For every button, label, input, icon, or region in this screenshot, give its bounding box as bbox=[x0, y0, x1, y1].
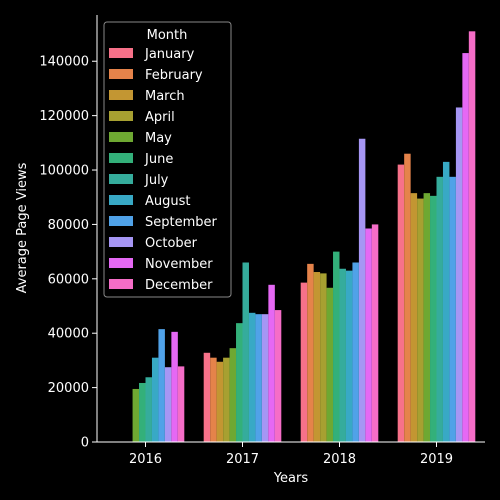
bar-may-2018 bbox=[326, 287, 334, 442]
legend-swatch-july bbox=[109, 174, 133, 184]
bars-group bbox=[132, 31, 476, 442]
legend-label-november: November bbox=[145, 257, 213, 272]
x-tick-label: 2016 bbox=[129, 452, 162, 467]
bar-march-2019 bbox=[410, 193, 418, 442]
bar-august-2017 bbox=[248, 312, 256, 442]
bar-october-2019 bbox=[455, 107, 463, 442]
bar-september-2018 bbox=[352, 262, 359, 442]
bar-october-2017 bbox=[261, 314, 269, 442]
bar-november-2019 bbox=[462, 53, 469, 442]
legend-label-may: May bbox=[145, 131, 172, 146]
legend-swatch-september bbox=[109, 216, 133, 226]
bar-september-2016 bbox=[158, 329, 165, 442]
legend-label-september: September bbox=[145, 215, 218, 230]
bar-may-2017 bbox=[229, 348, 237, 442]
bar-july-2019 bbox=[436, 176, 443, 442]
bar-july-2018 bbox=[339, 268, 346, 442]
bar-august-2016 bbox=[151, 357, 159, 442]
legend-swatch-november bbox=[109, 258, 133, 268]
bar-december-2018 bbox=[371, 224, 379, 442]
legend-swatch-march bbox=[109, 90, 133, 100]
legend-label-january: January bbox=[144, 47, 195, 62]
y-tick-label: 80000 bbox=[48, 218, 89, 233]
legend-swatch-january bbox=[109, 48, 133, 58]
bar-january-2018 bbox=[300, 282, 308, 442]
bar-june-2018 bbox=[333, 251, 340, 442]
legend-label-july: July bbox=[144, 173, 169, 188]
bar-november-2018 bbox=[365, 228, 372, 442]
bar-july-2017 bbox=[242, 262, 249, 442]
bar-april-2019 bbox=[417, 198, 424, 442]
legend-label-october: October bbox=[145, 236, 198, 251]
bar-june-2016 bbox=[139, 382, 146, 442]
bar-july-2016 bbox=[145, 377, 152, 442]
bar-april-2018 bbox=[320, 273, 327, 442]
x-tick-label: 2018 bbox=[323, 452, 356, 467]
bar-september-2019 bbox=[449, 176, 456, 442]
bar-august-2018 bbox=[345, 270, 353, 442]
y-tick-label: 0 bbox=[81, 436, 89, 451]
bar-december-2019 bbox=[468, 31, 476, 442]
bar-may-2019 bbox=[423, 193, 431, 442]
bar-october-2018 bbox=[358, 138, 366, 442]
y-tick-label: 60000 bbox=[48, 272, 89, 287]
bar-february-2019 bbox=[404, 153, 411, 442]
legend-label-august: August bbox=[145, 194, 191, 209]
bar-february-2017 bbox=[210, 357, 217, 442]
bar-march-2017 bbox=[216, 361, 224, 442]
legend-label-june: June bbox=[144, 152, 173, 167]
x-axis-title: Years bbox=[273, 471, 309, 486]
y-tick-label: 20000 bbox=[48, 381, 89, 396]
legend-items: January February March April May June July Augu… bbox=[109, 47, 218, 293]
legend-label-april: April bbox=[145, 110, 175, 125]
legend-swatch-october bbox=[109, 237, 133, 247]
legend-swatch-april bbox=[109, 111, 133, 121]
legend-swatch-august bbox=[109, 195, 133, 205]
bar-june-2019 bbox=[430, 195, 437, 442]
bar-october-2016 bbox=[164, 367, 172, 442]
legend-label-march: March bbox=[145, 89, 185, 104]
legend-label-february: February bbox=[145, 68, 203, 83]
bar-september-2017 bbox=[255, 314, 262, 442]
bar-december-2017 bbox=[274, 310, 282, 442]
y-tick-label: 140000 bbox=[39, 55, 89, 70]
bar-may-2016 bbox=[132, 388, 140, 442]
bar-november-2016 bbox=[171, 331, 178, 442]
legend-swatch-june bbox=[109, 153, 133, 163]
legend-frame bbox=[103, 21, 232, 298]
y-axis-title: Average Page Views bbox=[15, 162, 30, 293]
bar-january-2017 bbox=[203, 352, 211, 442]
legend-swatch-february bbox=[109, 69, 133, 79]
bar-august-2019 bbox=[442, 161, 450, 442]
bar-june-2017 bbox=[236, 323, 243, 442]
y-ticks: 0 20000 40000 60000 80000 100000 120000 140000 bbox=[39, 55, 97, 451]
bar-november-2017 bbox=[268, 284, 275, 442]
legend-swatch-december bbox=[109, 279, 133, 289]
legend-swatch-may bbox=[109, 132, 133, 142]
x-ticks: 2016 2017 2018 2019 bbox=[129, 442, 453, 467]
legend-title: Month bbox=[147, 28, 188, 43]
bar-march-2018 bbox=[313, 272, 321, 442]
legend-label-december: December bbox=[145, 278, 213, 293]
bar-january-2019 bbox=[397, 164, 405, 442]
y-tick-label: 120000 bbox=[39, 109, 89, 124]
y-tick-label: 40000 bbox=[48, 327, 89, 342]
bar-december-2016 bbox=[177, 366, 185, 442]
x-tick-label: 2019 bbox=[420, 452, 453, 467]
y-tick-label: 100000 bbox=[39, 164, 89, 179]
x-tick-label: 2017 bbox=[226, 452, 259, 467]
bar-april-2017 bbox=[223, 357, 230, 442]
bar-february-2018 bbox=[307, 263, 314, 442]
legend: Month January February March April May June Ju… bbox=[103, 21, 232, 298]
